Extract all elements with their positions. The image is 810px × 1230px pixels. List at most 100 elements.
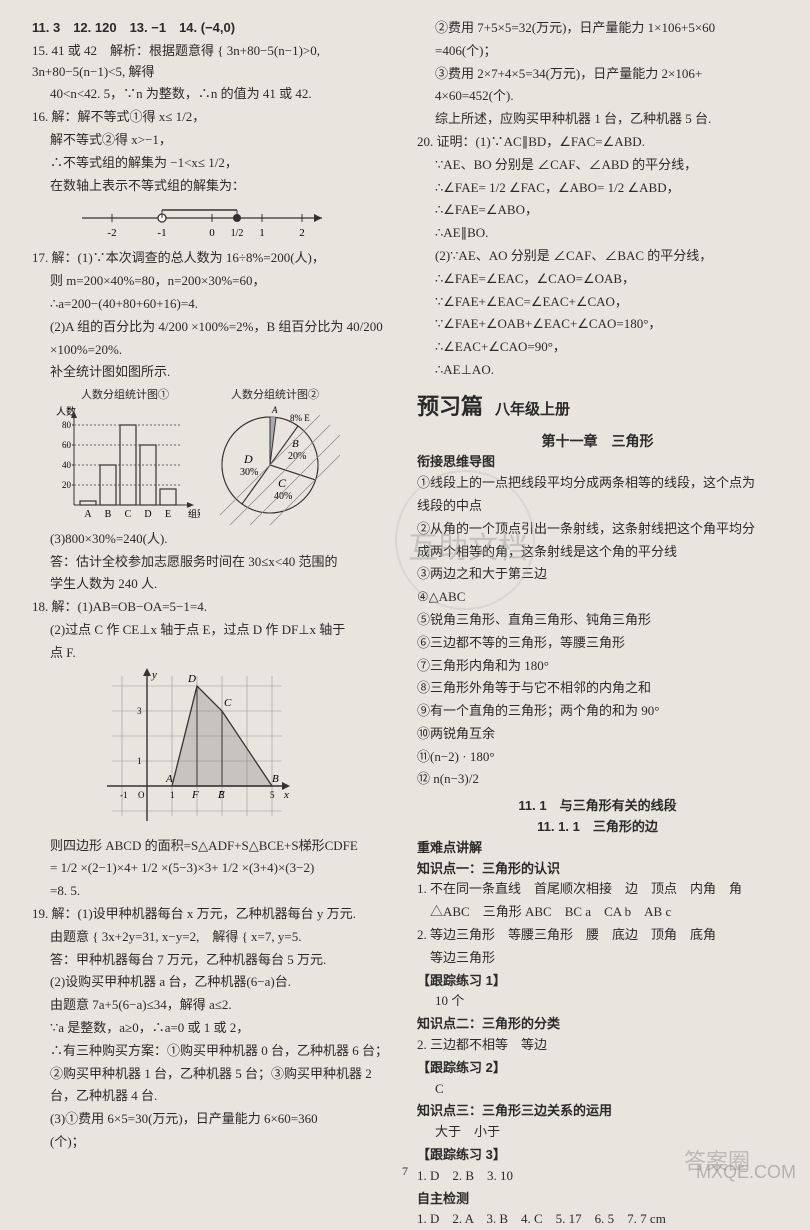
q20-line3: ∴∠FAE= 1/2 ∠FAC，∠ABO= 1/2 ∠ABD， [417,178,778,199]
svg-text:8% E: 8% E [290,413,310,423]
left-column: 11. 3 12. 120 13. −1 14. (−4,0) 15. 41 或… [24,18,405,1153]
pie-chart-title: 人数分组统计图② [210,387,340,405]
q18-line1: 18. 解：(1)AB=OB−OA=5−1=4. [32,597,393,618]
m9: ⑨有一个直角的三角形；两个角的和为 90° [417,701,778,722]
svg-text:组别: 组别 [188,508,200,519]
q17-line2: 则 m=200×40%=80，n=200×30%=60， [32,271,393,292]
m10: ⑩两锐角互余 [417,724,778,745]
m2b: 成两个相等的角，这条射线是这个角的平分线 [417,542,778,563]
q19-line8: ②购买甲种机器 1 台，乙种机器 5 台；③购买甲种机器 2 [32,1064,393,1085]
m4: ④△ABC [417,587,778,608]
svg-text:x: x [283,789,289,801]
m12: ⑫ n(n−3)/2 [417,769,778,790]
preview-sub: 八年级上册 [495,398,570,422]
right-column: ②费用 7+5×5=32(万元)，日产量能力 1×106+5×60 =406(个… [405,18,786,1153]
svg-text:D: D [187,673,196,685]
q20-line4: ∴∠FAE=∠ABO， [417,200,778,221]
zz-heading: 自主检测 [417,1189,778,1210]
svg-text:1: 1 [170,790,175,800]
q20-line5: ∴AE∥BO. [417,223,778,244]
svg-text:y: y [151,669,157,681]
svg-text:-1: -1 [157,227,166,239]
coord-chart-svg: y x -1O 13 5 13 AF EB DC [92,666,292,836]
bar-chart-title: 人数分组统计图① [50,387,200,405]
q19-line6: ∵a 是整数，a≥0，∴a=0 或 1 或 2， [32,1018,393,1039]
q20-line10: ∴∠EAC+∠CAO=90°， [417,337,778,358]
q19-line7: ∴有三种购买方案：①购买甲种机器 0 台，乙种机器 6 台； [32,1041,393,1062]
svg-text:80: 80 [62,420,72,430]
svg-text:C: C [125,509,132,520]
svg-text:3: 3 [137,706,142,716]
svg-text:30%: 30% [240,467,258,478]
m11: ⑪(n−2) · 180° [417,747,778,768]
m3: ③两边之和大于第三边 [417,564,778,585]
kp1-3: 2. 等边三角形 等腰三角形 腰 底边 顶角 底角 [417,925,778,946]
sec-11-1-1: 11. 1. 1 三角形的边 [417,817,778,838]
q20-line2: ∵AE、BO 分别是 ∠CAF、∠ABD 的平分线， [417,155,778,176]
q19-line11: (个)； [32,1132,393,1153]
svg-text:D: D [243,452,253,466]
r3: ③费用 2×7+4×5=34(万元)，日产量能力 2×106+ [417,64,778,85]
kp2-1: 2. 三边都不相等 等边 [417,1035,778,1056]
mind-heading: 衔接思维导图 [417,452,778,473]
q19-line2: 由题意 { 3x+2y=31, x−y=2, 解得 { x=7, y=5. [32,927,393,948]
zz: 1. D 2. A 3. B 4. C 5. 17 6. 5 7. 7 cm [417,1209,778,1230]
r5: 综上所述，应购买甲种机器 1 台，乙种机器 5 台. [417,109,778,130]
svg-text:B: B [272,773,279,785]
q17-line7: (3)800×30%=240(人). [32,529,393,550]
pie-chart: 人数分组统计图② A 8% E B 20% C 40% [210,387,340,525]
q18-line5: = 1/2 ×(2−1)×4+ 1/2 ×(5−3)×3+ 1/2 ×(3+4)… [32,858,393,879]
m6: ⑥三边都不等的三角形，等腰三角形 [417,633,778,654]
kp2-heading: 知识点二：三角形的分类 [417,1014,778,1035]
kp1-2: △ABC 三角形 ABC BC a CA b AB c [417,902,778,923]
q17-line5: ×100%=20%. [32,340,393,361]
ex1: 10 个 [417,991,778,1012]
q20-line11: ∴AE⊥AO. [417,360,778,381]
sec-11-1: 11. 1 与三角形有关的线段 [417,796,778,817]
svg-text:D: D [144,509,151,520]
svg-text:40%: 40% [274,491,292,502]
svg-text:0: 0 [209,227,215,239]
q15-line2: 40<n<42. 5，∵n 为整数，∴n 的值为 41 或 42. [32,84,393,105]
svg-text:F: F [191,789,199,801]
q16-line1: 16. 解：解不等式①得 x≤ 1/2， [32,107,393,128]
svg-text:1: 1 [259,227,265,239]
q18-line3: 点 F. [32,643,393,664]
q17-line4: (2)A 组的百分比为 4/200 ×100%=2%，B 组百分比为 40/20… [32,317,393,338]
q19-line9: 台，乙种机器 4 台. [32,1086,393,1107]
kp3-1: 大于 小于 [417,1122,778,1143]
svg-text:2: 2 [299,227,305,239]
svg-text:40: 40 [62,460,72,470]
q19-line10: (3)①费用 6×5=30(万元)，日产量能力 6×60=360 [32,1109,393,1130]
svg-text:C: C [278,476,287,490]
q17-line1: 17. 解：(1)∵本次调查的总人数为 16÷8%=200(人)， [32,248,393,269]
r2: =406(个)； [417,41,778,62]
ex2-heading: 【跟踪练习 2】 [417,1058,778,1079]
m2: ②从角的一个顶点引出一条射线，这条射线把这个角平均分 [417,519,778,540]
kp1-4: 等边三角形 [417,948,778,969]
q17-line8: 答：估计全校参加志愿服务时间在 30≤x<40 范围的 [32,552,393,573]
preview-heading: 预习篇 [417,389,483,424]
m1b: 线段的中点 [417,496,778,517]
bar-chart: 人数分组统计图① 人数 20 40 60 80 [50,387,200,525]
q19-line5: 由题意 7a+5(6−a)≤34，解得 a≤2. [32,995,393,1016]
svg-text:A: A [271,405,278,415]
m5: ⑤锐角三角形、直角三角形、钝角三角形 [417,610,778,631]
svg-text:5: 5 [270,790,275,800]
number-line-svg: -2 -1 0 1 2 1/2 [72,198,332,248]
svg-text:C: C [224,697,232,709]
kp3-heading: 知识点三：三角形三边关系的运用 [417,1101,778,1122]
svg-text:A: A [84,509,92,520]
q16-line4: 在数轴上表示不等式组的解集为： [32,176,393,197]
m1: ①线段上的一点把线段平均分成两条相等的线段，这个点为 [417,473,778,494]
svg-text:20: 20 [62,480,72,490]
svg-text:60: 60 [62,440,72,450]
svg-text:-1: -1 [120,790,128,800]
q17-line9: 学生人数为 240 人. [32,574,393,595]
svg-text:A: A [165,773,173,785]
q19-line4: (2)设购买甲种机器 a 台，乙种机器(6−a)台. [32,972,393,993]
svg-text:B: B [105,509,112,520]
svg-text:E: E [217,789,225,801]
svg-text:-2: -2 [107,227,116,239]
kp1-1: 1. 不在同一条直线 首尾顺次相接 边 顶点 内角 角 [417,879,778,900]
